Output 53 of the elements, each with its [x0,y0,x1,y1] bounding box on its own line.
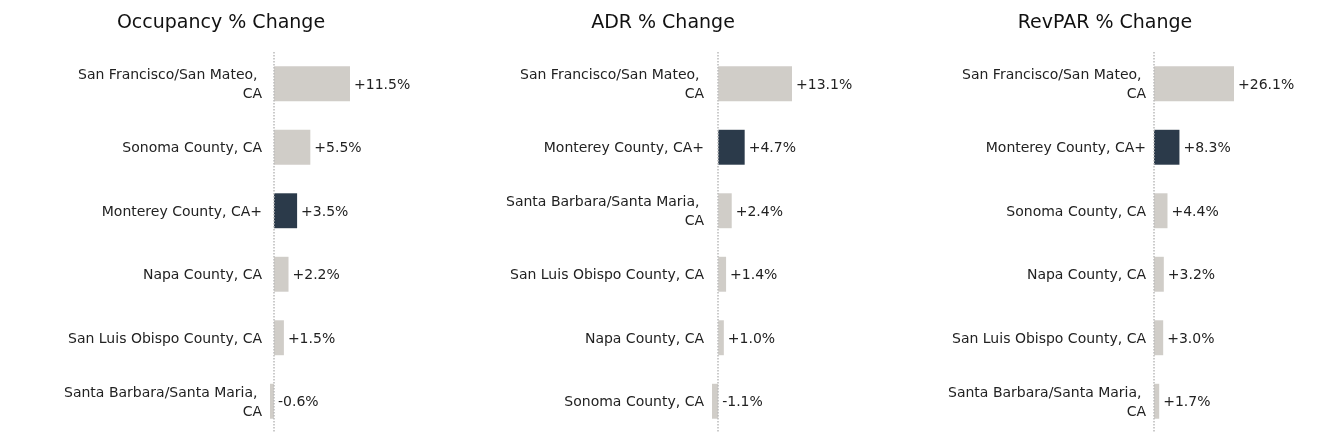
y-tick-label: Monterey County, CA+ [543,139,704,156]
y-tick-label: San Francisco/San Mateo, CA [962,66,1147,102]
data-label: +8.3% [1183,139,1231,156]
data-label: +1.0% [727,329,776,346]
bar [718,66,792,102]
y-tick-label: Santa Barbara/Santa Maria, CA [948,383,1147,419]
y-tick-label: Monterey County, CA+ [985,139,1146,156]
data-label: +3.0% [1167,329,1215,346]
y-tick-label: San Luis Obispo County, CA [510,266,705,283]
data-label: +1.4% [730,266,778,283]
data-label: +1.7% [1163,393,1211,410]
y-tick-label: Monterey County, CA+ [101,202,262,219]
bar [1154,66,1234,102]
y-tick-label: San Francisco/San Mateo, CA [78,66,263,102]
y-tick-label: Sonoma County, CA [1006,202,1147,219]
y-tick-label: Sonoma County, CA [564,393,705,410]
data-label: +1.5% [287,329,336,346]
y-tick-label: Napa County, CA [1026,266,1147,283]
bar [718,256,727,292]
y-tick-label: Santa Barbara/Santa Maria, CA [506,193,705,229]
bar [1154,193,1168,229]
data-label: +3.5% [301,202,349,219]
chart-title: ADR % Change [591,9,735,32]
data-label: +5.5% [314,139,362,156]
data-label: +26.1% [1238,75,1295,92]
y-tick-label: Napa County, CA [584,329,705,346]
bar [273,66,350,102]
bar [273,193,298,229]
chart-title: RevPAR % Change [1017,9,1193,32]
data-label: +13.1% [796,75,853,92]
bar [1154,320,1164,356]
data-label: +3.2% [1167,266,1216,283]
y-tick-label: San Luis Obispo County, CA [952,329,1147,346]
bar [273,129,311,165]
bar [1154,129,1180,165]
data-label: +4.7% [748,139,796,156]
y-tick-label: Sonoma County, CA [122,139,263,156]
bar [273,256,289,292]
data-label: +2.2% [292,266,340,283]
bar [718,129,745,165]
y-tick-label: San Luis Obispo County, CA [68,329,263,346]
y-tick-label: San Francisco/San Mateo, CA [520,66,705,102]
chart-title: Occupancy % Change [116,9,326,32]
bar [1154,256,1164,292]
y-tick-label: Santa Barbara/Santa Maria, CA [64,383,263,419]
bar [718,193,732,229]
data-label: -1.1% [722,393,763,410]
data-label: +11.5% [354,75,411,92]
data-label: +4.4% [1171,202,1219,219]
y-tick-label: Napa County, CA [142,266,263,283]
bar [273,320,284,356]
data-label: +2.4% [735,202,784,219]
data-label: -0.6% [277,393,319,410]
